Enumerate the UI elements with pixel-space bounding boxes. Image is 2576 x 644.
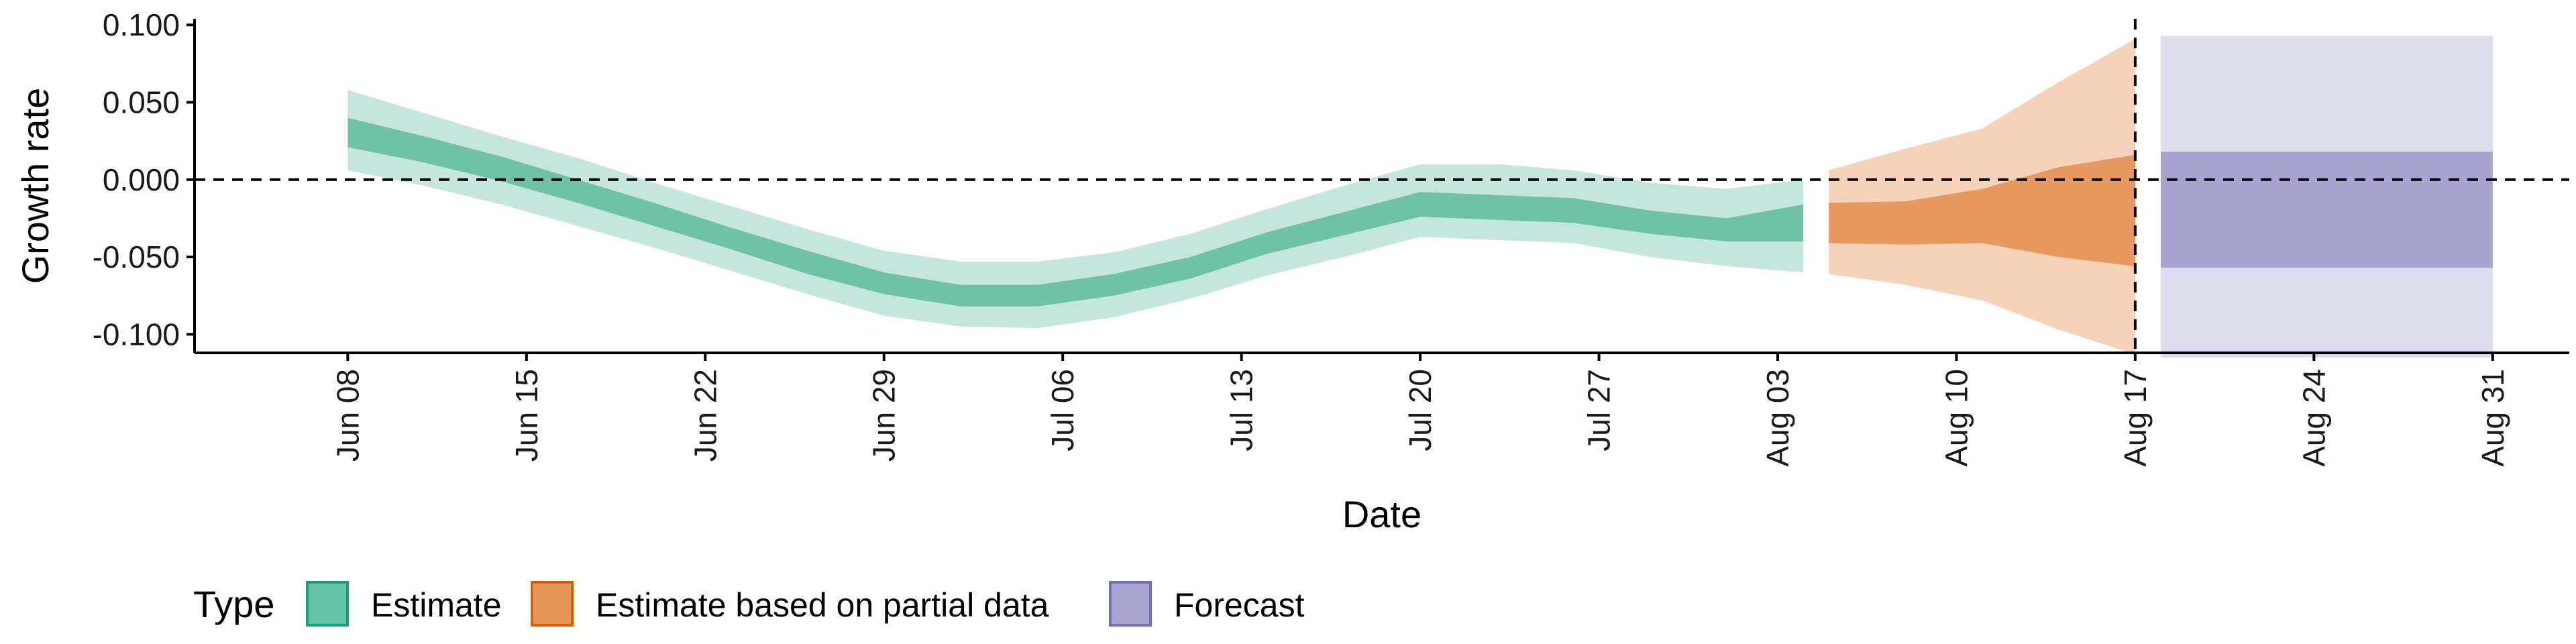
axes <box>193 19 2569 354</box>
y-tick-label: 0.050 <box>103 85 180 120</box>
x-tick-label: Aug 10 <box>1939 369 1974 467</box>
legend: Type Estimate Estimate based on partial d… <box>193 581 1305 627</box>
x-tick-label: Jul 06 <box>1045 369 1080 451</box>
y-tick-label: 0.100 <box>103 7 180 42</box>
estimate-band-50 <box>347 117 1804 307</box>
legend-swatch-forecast <box>1109 581 1152 627</box>
x-tick-label: Jun 22 <box>688 369 722 462</box>
x-tick-label: Aug 24 <box>2296 369 2331 467</box>
x-tick-label: Jul 20 <box>1403 369 1438 451</box>
y-tick-label: 0.000 <box>103 162 180 197</box>
legend-title: Type <box>193 583 274 625</box>
x-tick-label: Jun 08 <box>330 369 365 462</box>
legend-label-estimate-based-on-partial-data: Estimate based on partial data <box>596 586 1049 624</box>
x-tick-label: Aug 17 <box>2118 369 2153 467</box>
x-tick-label: Jul 27 <box>1582 369 1617 451</box>
x-tick-label: Jun 29 <box>867 369 902 462</box>
reference-lines <box>195 19 2569 353</box>
y-axis-title: Growth rate <box>14 88 56 284</box>
ticks-layer: 0.100 0.050 0.000 -0.050 -0.100 Jun 08 Jun 15 J… <box>93 7 2510 467</box>
forecast-band-50 <box>2160 152 2493 268</box>
legend-swatch-estimate-based-on-partial-data <box>531 581 574 627</box>
x-tick-label: Jun 15 <box>509 369 544 462</box>
x-tick-label: Aug 03 <box>1760 369 1795 467</box>
legend-swatch-estimate <box>306 581 349 627</box>
y-tick-label: -0.050 <box>93 239 180 274</box>
bands-layer <box>347 36 2493 358</box>
legend-label-forecast: Forecast <box>1174 586 1305 624</box>
x-tick-label: Aug 31 <box>2475 369 2510 467</box>
y-tick-label: -0.100 <box>93 317 180 352</box>
x-tick-label: Jul 13 <box>1224 369 1259 451</box>
estimate-based-on-partial-data-band-50 <box>1829 154 2135 266</box>
legend-label-estimate: Estimate <box>371 586 502 624</box>
x-axis-title: Date <box>1342 493 1421 535</box>
